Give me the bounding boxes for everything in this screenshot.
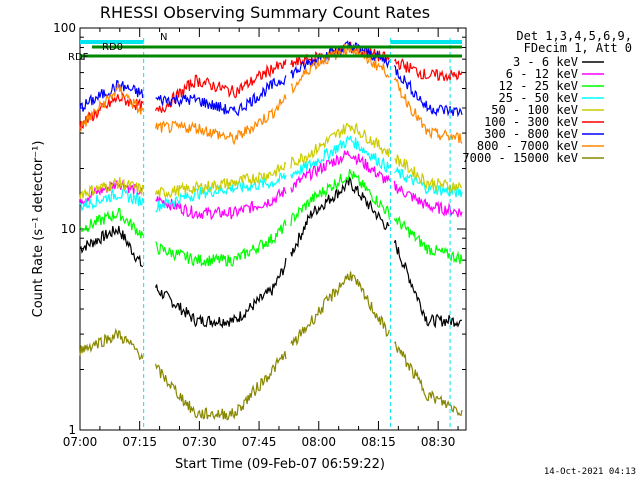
series-line	[79, 150, 463, 221]
x-tick-label: 08:30	[421, 435, 456, 449]
legend-label: 25 - 50 keV	[499, 91, 578, 105]
legend-label: 300 - 800 keV	[484, 127, 578, 141]
series-line	[79, 122, 463, 200]
y-axis: 1 10 100	[53, 21, 466, 437]
series-line	[79, 175, 463, 329]
legend-label: 6 - 12 keV	[506, 67, 578, 81]
x-tick-label: 07:30	[182, 435, 217, 449]
legend-label: 800 - 7000 keV	[477, 139, 578, 153]
legend-label: 50 - 100 keV	[491, 103, 578, 117]
legend-label: 12 - 25 keV	[499, 79, 578, 93]
x-tick-label: 07:00	[63, 435, 98, 449]
series-line	[79, 41, 463, 130]
legend-header-2: FDecim 1, Att 0	[524, 41, 632, 55]
x-tick-label: 08:15	[361, 435, 396, 449]
series-group	[79, 40, 463, 421]
y-tick-label: 10	[61, 222, 76, 236]
y-axis-label: Count Rate (s⁻¹ detector⁻¹)	[31, 141, 46, 318]
chart-title: RHESSI Observing Summary Count Rates	[100, 3, 430, 22]
footer-date: 14-Oct-2021 04:13	[544, 467, 636, 477]
overlays: RD0 RDF N	[68, 32, 463, 430]
series-line	[79, 43, 463, 146]
x-tick-label: 08:00	[301, 435, 336, 449]
series-line	[79, 40, 463, 118]
x-axis-label: Start Time (09-Feb-07 06:59:22)	[175, 457, 385, 472]
x-axis: 07:00 07:15 07:30 07:45 08:00 08:15 08:30	[63, 28, 459, 449]
legend-label: 100 - 300 keV	[484, 115, 578, 129]
series-line	[79, 168, 463, 268]
annotation-label: RDF	[68, 52, 89, 63]
legend-header-1: Det 1,3,4,5,6,9,	[516, 29, 632, 43]
x-tick-label: 07:15	[122, 435, 157, 449]
annotation-label: N	[160, 32, 167, 43]
series-line	[79, 135, 463, 213]
y-tick-label: 100	[53, 21, 76, 35]
y-tick-label: 1	[68, 423, 76, 437]
legend-label: 3 - 6 keV	[513, 55, 578, 69]
annotation-label: RD0	[102, 42, 123, 53]
legend-label: 7000 - 15000 keV	[462, 151, 578, 165]
x-tick-label: 07:45	[242, 435, 277, 449]
series-line	[79, 271, 463, 421]
